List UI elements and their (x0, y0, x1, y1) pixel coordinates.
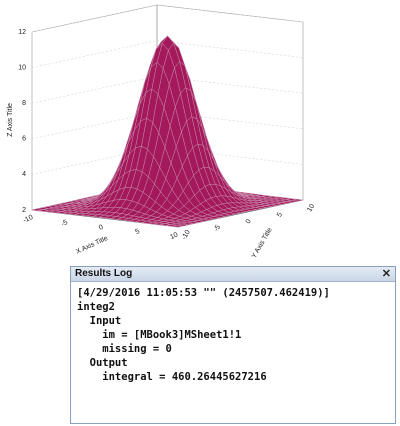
z-tick-label: 6 (22, 136, 26, 143)
y-axis-title: Y Axis Title (251, 227, 274, 260)
window-title: Results Log (75, 268, 133, 279)
z-tick-label: 10 (18, 64, 26, 71)
wall-grid-line (31, 111, 304, 140)
y-tick-label: -5 (213, 224, 222, 233)
z-tick-label: 2 (22, 207, 26, 214)
x-axis-title: X Axis Title (75, 235, 109, 256)
surface-patch (171, 224, 184, 228)
z-axis-title: Z Axis Title (7, 103, 14, 137)
z-tick-label: 4 (22, 171, 26, 178)
results-log-window[interactable]: Results Log ✕ [4/29/2016 11:05:53 "" (24… (70, 266, 396, 424)
log-line: Input (77, 315, 122, 327)
log-line: missing = 0 (77, 343, 172, 355)
z-tick-label: 12 (18, 29, 26, 36)
x-tick-label: 0 (98, 224, 105, 232)
x-tick-label: 5 (134, 228, 141, 236)
y-tick-label: 10 (306, 203, 316, 213)
log-line: integral = 460.26445627216 (77, 371, 267, 383)
log-content: [4/29/2016 11:05:53 "" (2457507.462419)]… (71, 282, 395, 388)
wall-grid-line (31, 40, 304, 68)
wall-grid-line (31, 75, 304, 104)
log-line: integ2 (77, 301, 115, 313)
log-line: Output (77, 357, 128, 369)
title-bar: Results Log ✕ (71, 267, 395, 282)
surface-plot: Z Axis Title X Axis Title Y Axis Title 2… (7, 4, 316, 260)
y-tick-label: 0 (245, 218, 253, 225)
x-tick-label: -5 (60, 219, 69, 228)
log-line: [4/29/2016 11:05:53 "" (2457507.462419)] (77, 287, 330, 299)
close-button[interactable]: ✕ (381, 268, 391, 280)
x-tick-label: -10 (22, 214, 34, 225)
y-tick-label: -10 (181, 229, 192, 241)
log-line: im = [MBook3]MSheet1!1 (77, 329, 242, 341)
x-tick-label: 10 (169, 231, 179, 241)
wall-grid-line (31, 147, 304, 175)
z-tick-label: 8 (22, 100, 26, 107)
y-tick-label: 5 (276, 211, 284, 218)
wall-grid-line (31, 4, 304, 33)
